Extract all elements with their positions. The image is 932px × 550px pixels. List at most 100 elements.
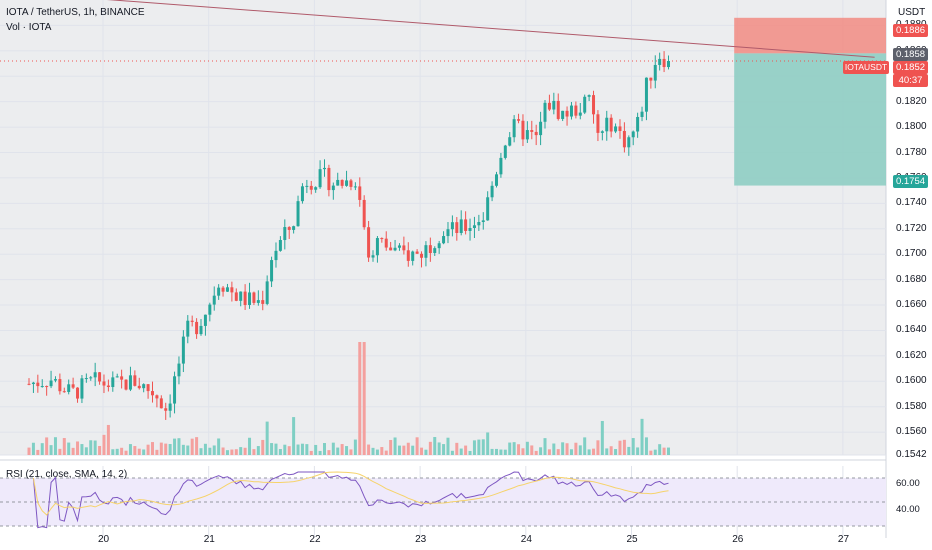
candle-body [627,137,631,148]
candle-body [375,238,379,256]
volume-bar [653,449,657,455]
candle-body [128,375,132,390]
candle-body [322,167,326,170]
volume-bar [393,437,397,455]
volume-bar [499,449,503,455]
time-tick-label: 24 [520,534,532,545]
volume-bar [397,445,401,455]
candle-body [177,363,181,377]
candle-body [666,61,670,68]
volume-bar [486,432,490,455]
time-tick-label: 27 [837,534,850,545]
price-tick-label: 0.1740 [896,197,927,209]
price-tick-label: 0.1560 [896,426,927,438]
candle-body [618,126,622,131]
volume-bar [384,450,388,455]
candle-body [420,253,424,258]
candle-body [583,96,587,113]
volume-bar [159,442,163,455]
volume-bar [358,342,362,455]
volume-bar [278,449,282,455]
candle-body [499,157,503,175]
volume-bar [411,445,415,455]
volume-bar [318,450,322,455]
price-tick-label: 0.1720 [896,222,927,234]
candle-body [115,376,119,378]
volume-bar [142,449,146,455]
volume-bar [225,450,229,455]
candle-body [424,245,428,258]
candle-body [212,295,216,305]
volume-bar [62,438,66,455]
volume-bar [120,447,124,455]
volume-legend: Vol · IOTA [6,22,52,33]
price-tick-label: 0.1820 [896,95,927,107]
candle-body [248,292,252,305]
volume-bar [27,447,31,455]
candle-body [274,250,278,261]
candle-body [592,95,596,115]
volume-bar [292,417,296,455]
volume-bar [58,448,62,455]
candle-body [530,130,534,132]
volume-bar [274,443,278,455]
candle-body [596,114,600,133]
candle-body [190,320,194,322]
candle-body [27,383,31,385]
volume-bar [199,448,203,455]
volume-bar [503,449,507,455]
volume-bar [477,439,481,455]
candle-body [662,58,666,68]
volume-bar [468,450,472,455]
stop-loss-zone [734,17,886,54]
rsi-ma-line [32,471,669,516]
candle-body [459,219,463,233]
volume-bar [36,449,40,455]
volume-bar [80,444,84,455]
candle-body [181,336,185,364]
candle-body [517,119,521,121]
volume-bar [111,449,115,455]
time-tick-label: 23 [415,534,427,545]
candle-body [80,378,84,399]
candle-body [159,398,163,409]
candle-body [53,379,57,381]
volume-bar [340,444,344,455]
volume-bar [618,440,622,455]
volume-bar [592,448,596,455]
volume-bar [345,446,349,455]
volume-bar [45,437,49,455]
candle-body [640,111,644,117]
candle-body [137,385,141,389]
volume-bar [450,450,454,455]
candle-body [230,287,234,293]
volume-bar [596,440,600,455]
volume-bar [362,342,366,455]
rsi-tick-40: 40.00 [896,504,920,515]
candle-body [203,314,207,326]
candle-body [283,227,287,241]
candle-body [186,320,190,337]
candle-body [300,186,304,202]
candle-body [587,95,591,97]
volume-bar [428,441,432,455]
trendline [106,0,875,58]
volume-bar [666,447,670,455]
volume-bar [622,439,626,455]
volume-bar [433,437,437,455]
candle-body [133,375,137,386]
volume-bar [371,447,375,455]
candle-body [371,255,375,258]
candle-body [569,105,573,117]
volume-bar [40,443,44,455]
candle-body [98,372,102,382]
candle-body [389,247,393,251]
candle-body [428,245,432,254]
volume-bar [331,442,335,455]
candle-body [327,167,331,191]
candle-body [472,225,476,229]
candle-body [67,384,71,392]
volume-bar [84,447,88,455]
candle-body [653,64,657,81]
